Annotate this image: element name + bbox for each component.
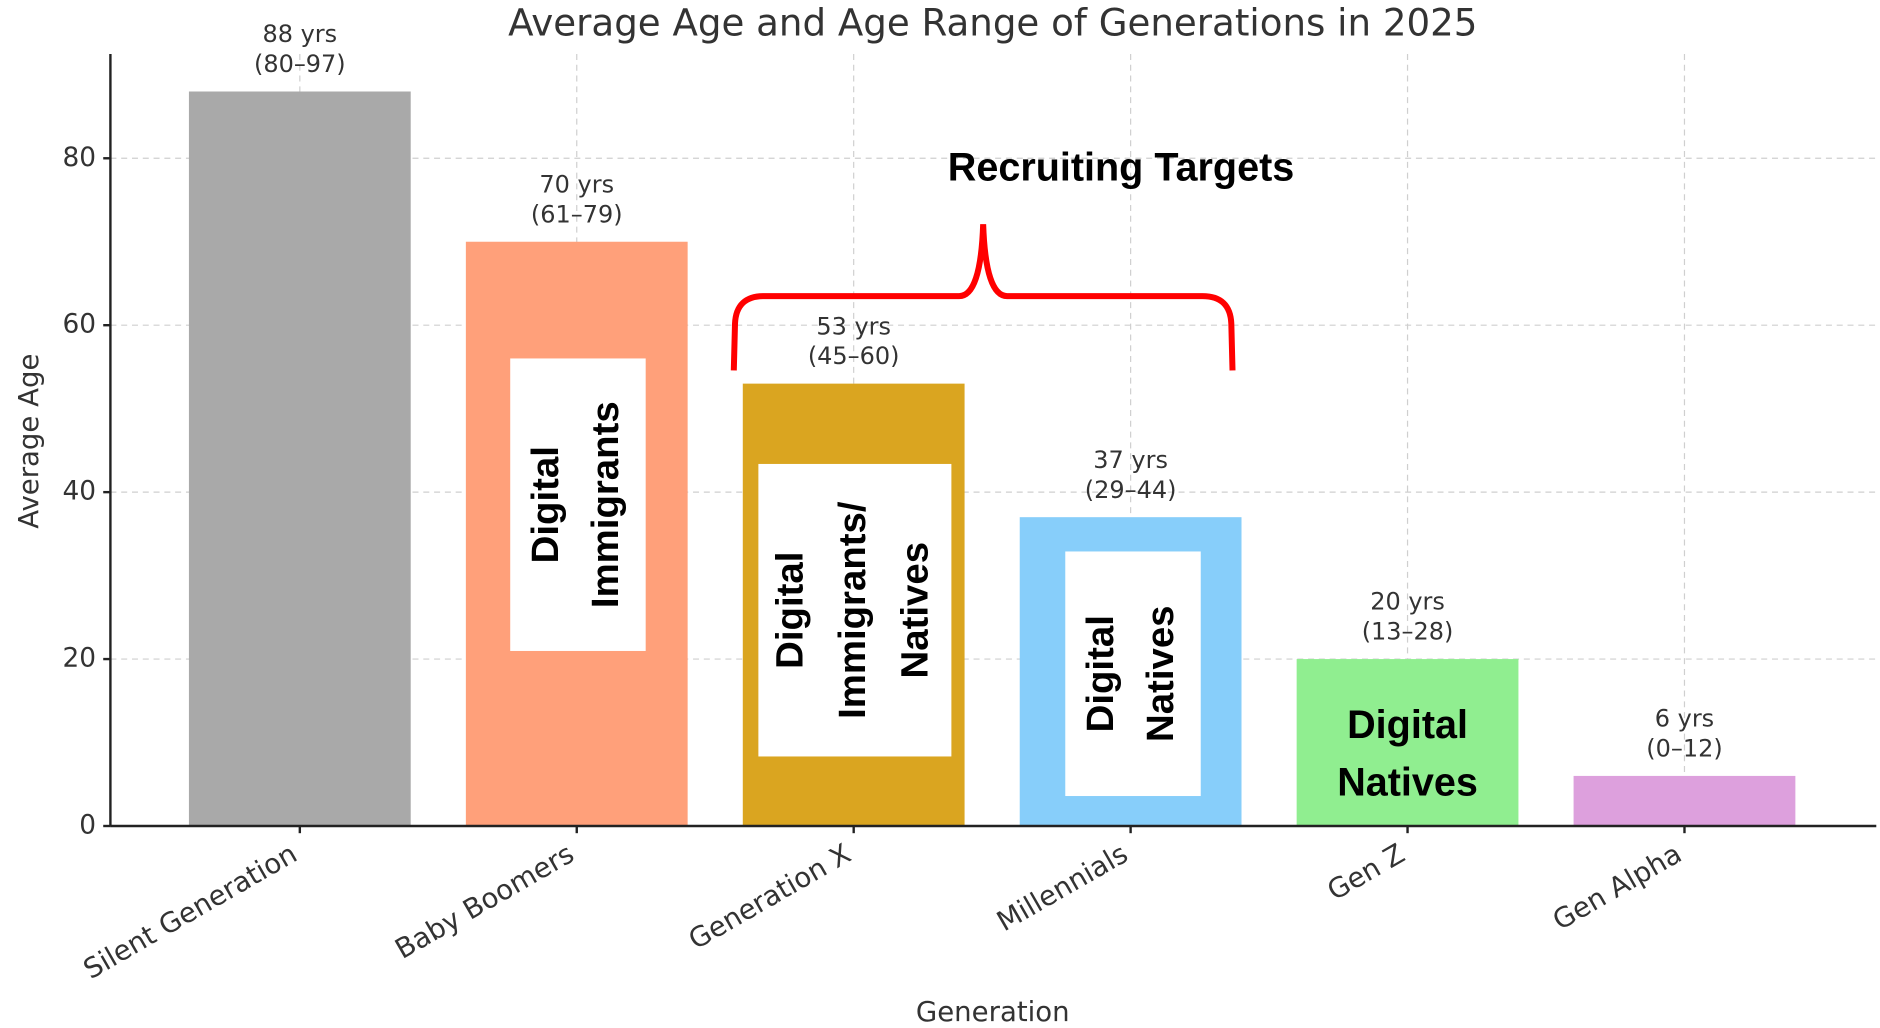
annotation-box [510,358,646,651]
annotation: Digital Natives [1079,606,1182,742]
annotation: Digital Immigrants/Natives [769,501,937,719]
range-label: (80–97) [254,50,346,78]
y-axis-label: Average Age [12,354,45,529]
value-label: 88 yrs [262,20,337,48]
annotation-text: Immigrants/ [831,501,874,719]
annotation: Digital Natives [1337,703,1478,805]
chart-title: Average Age and Age Range of Generations… [508,2,1477,45]
annotation-text: Natives [1139,606,1182,742]
annotation-text: Digital [1079,615,1122,732]
bar [1296,659,1519,826]
annotation-text: Natives [1337,761,1478,805]
range-label: (45–60) [808,342,900,370]
bar [1573,775,1796,826]
annotation-text: Digital [769,552,812,669]
y-tick-label: 0 [79,810,96,840]
annotation-box [1065,551,1201,797]
x-tick-label: Silent Generation [78,837,303,986]
x-tick-label: Gen Alpha [1547,837,1687,937]
range-label: (0–12) [1646,735,1722,763]
annotation-box [758,463,952,757]
value-label: 37 yrs [1093,446,1168,474]
bar [188,91,411,826]
x-axis-label: Generation [916,995,1070,1028]
value-label: 53 yrs [816,312,891,340]
x-tick-label: Gen Z [1321,837,1410,907]
range-label: (13–28) [1362,618,1454,646]
x-tick-label: Generation X [683,837,857,956]
y-tick-label: 40 [62,477,96,507]
value-label: 70 yrs [539,170,614,198]
y-tick-label: 20 [62,644,96,674]
x-tick-label: Baby Boomers [389,837,579,966]
y-tick-label: 80 [62,143,96,173]
bracket [730,224,1236,371]
range-label: (29–44) [1085,476,1177,504]
annotation-text: Immigrants [584,401,627,608]
annotation-text: Digital [1347,703,1468,747]
y-tick-label: 60 [62,310,96,340]
range-label: (61–79) [531,200,623,228]
annotation-text: Natives [893,542,936,678]
annotation: Digital Immigrants [524,401,627,608]
annotation-text: Digital [524,446,567,563]
bracket-label: Recruiting Targets [948,146,1294,190]
x-tick-label: Millennials [991,837,1133,938]
value-label: 20 yrs [1370,588,1445,616]
value-label: 6 yrs [1655,705,1714,733]
